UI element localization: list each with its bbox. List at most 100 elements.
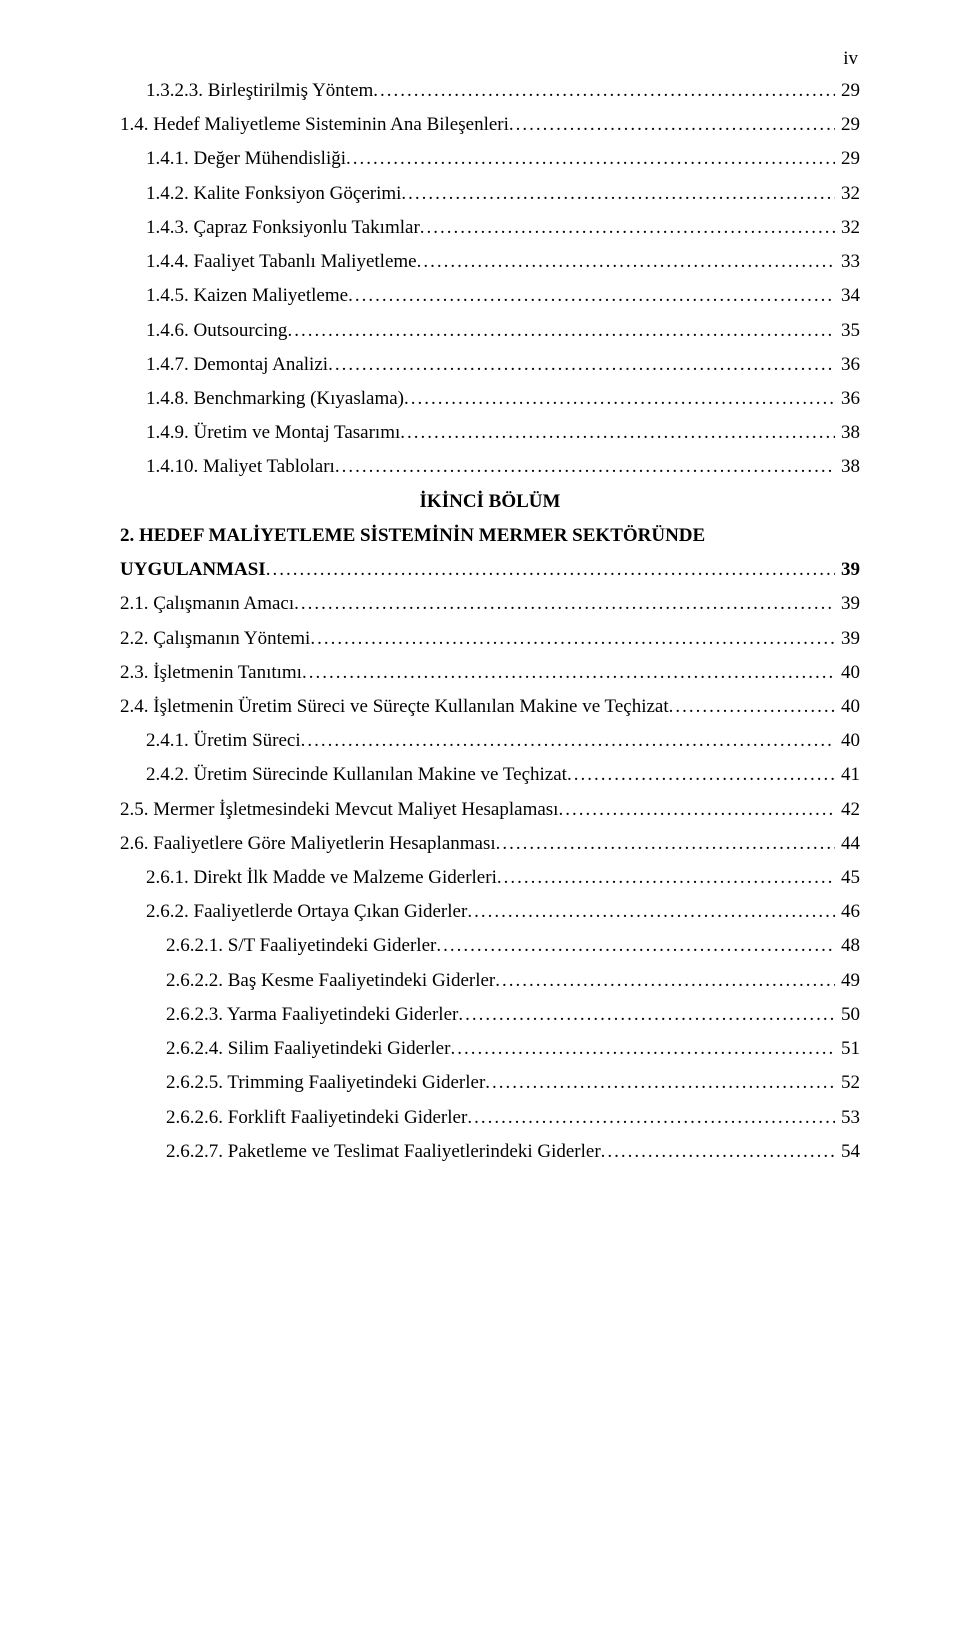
- toc-page: 40: [835, 694, 860, 720]
- toc-leader: [496, 831, 835, 857]
- toc-entry: 1.3.2.3. Birleştirilmiş Yöntem 29: [120, 78, 860, 104]
- toc-leader: [467, 899, 835, 925]
- toc-label: 1.4.7. Demontaj Analizi: [146, 352, 328, 378]
- toc-entry: 1.4.2. Kalite Fonksiyon Göçerimi 32: [120, 181, 860, 207]
- toc-entry: 2.6. Faaliyetlere Göre Maliyetlerin Hesa…: [120, 831, 860, 857]
- toc-leader: [287, 318, 835, 344]
- toc-label: 1.4.2. Kalite Fonksiyon Göçerimi: [146, 181, 401, 207]
- toc-entry: 1.4.9. Üretim ve Montaj Tasarımı 38: [120, 420, 860, 446]
- toc-leader: [404, 386, 835, 412]
- toc-entry: 2.2. Çalışmanın Yöntemi 39: [120, 626, 860, 652]
- toc-leader: [401, 181, 835, 207]
- toc-leader: [266, 557, 835, 583]
- toc-label: 1.3.2.3. Birleştirilmiş Yöntem: [146, 78, 373, 104]
- toc-page: 50: [835, 1002, 860, 1028]
- toc-label: 2.5. Mermer İşletmesindeki Mevcut Maliye…: [120, 797, 558, 823]
- toc-entry: 2.4.1. Üretim Süreci 40: [120, 728, 860, 754]
- toc-entry: 2.6.1. Direkt İlk Madde ve Malzeme Gider…: [120, 865, 860, 891]
- toc-label: 1.4.1. Değer Mühendisliği: [146, 146, 346, 172]
- toc-page: 38: [835, 420, 860, 446]
- toc-entry: 2.6.2.4. Silim Faaliyetindeki Giderler 5…: [120, 1036, 860, 1062]
- toc-label: 2.4.1. Üretim Süreci: [146, 728, 301, 754]
- toc-leader: [294, 591, 835, 617]
- toc-page: 33: [835, 249, 860, 275]
- toc-label: 2.6.1. Direkt İlk Madde ve Malzeme Gider…: [146, 865, 497, 891]
- toc-page: 44: [835, 831, 860, 857]
- toc-leader: [467, 1105, 835, 1131]
- toc-leader: [485, 1070, 835, 1096]
- toc-label: 1.4.10. Maliyet Tabloları: [146, 454, 335, 480]
- toc-page: 53: [835, 1105, 860, 1131]
- toc-leader: [335, 454, 835, 480]
- toc-entry: 1.4. Hedef Maliyetleme Sisteminin Ana Bi…: [120, 112, 860, 138]
- toc-page: 34: [835, 283, 860, 309]
- toc-page: 39: [835, 591, 860, 617]
- toc-entry: 1.4.3. Çapraz Fonksiyonlu Takımlar 32: [120, 215, 860, 241]
- toc-page: 46: [835, 899, 860, 925]
- toc-leader: [669, 694, 835, 720]
- toc-page: 40: [835, 660, 860, 686]
- toc-label: 1.4.4. Faaliyet Tabanlı Maliyetleme: [146, 249, 417, 275]
- toc-page: 29: [835, 78, 860, 104]
- toc-entry: 1.4.7. Demontaj Analizi 36: [120, 352, 860, 378]
- toc-page: 48: [835, 933, 860, 959]
- toc-page: 29: [835, 112, 860, 138]
- toc-leader: [495, 968, 835, 994]
- toc-page: 32: [835, 181, 860, 207]
- toc-page: 32: [835, 215, 860, 241]
- toc-entry: 2.4. İşletmenin Üretim Süreci ve Süreçte…: [120, 694, 860, 720]
- toc-label: 1.4.6. Outsourcing: [146, 318, 287, 344]
- toc-entry: 1.4.1. Değer Mühendisliği 29: [120, 146, 860, 172]
- toc-label-cont: UYGULANMASI: [120, 557, 266, 583]
- toc-entry: 1.4.4. Faaliyet Tabanlı Maliyetleme 33: [120, 249, 860, 275]
- toc-label: 2.6. Faaliyetlere Göre Maliyetlerin Hesa…: [120, 831, 496, 857]
- toc-leader: [497, 865, 835, 891]
- toc-label: 1.4.3. Çapraz Fonksiyonlu Takımlar: [146, 215, 420, 241]
- toc-entry: 1.4.10. Maliyet Tabloları 38: [120, 454, 860, 480]
- toc-page: 45: [835, 865, 860, 891]
- toc-leader: [346, 146, 835, 172]
- toc-label: 2. HEDEF MALİYETLEME SİSTEMİNİN MERMER S…: [120, 523, 705, 549]
- toc-label: 1.4.5. Kaizen Maliyetleme: [146, 283, 348, 309]
- toc-entry: 1.4.6. Outsourcing 35: [120, 318, 860, 344]
- table-of-contents: 1.3.2.3. Birleştirilmiş Yöntem 29 1.4. H…: [120, 78, 860, 1165]
- toc-label: 2.6.2. Faaliyetlerde Ortaya Çıkan Giderl…: [146, 899, 467, 925]
- toc-page: 39: [835, 626, 860, 652]
- toc-entry-chapter: 2. HEDEF MALİYETLEME SİSTEMİNİN MERMER S…: [120, 523, 860, 583]
- toc-page: 39: [835, 557, 860, 583]
- toc-label: 2.4.2. Üretim Sürecinde Kullanılan Makin…: [146, 762, 567, 788]
- toc-page: 41: [835, 762, 860, 788]
- toc-entry: 2.6.2.5. Trimming Faaliyetindeki Giderle…: [120, 1070, 860, 1096]
- toc-label: 2.6.2.7. Paketleme ve Teslimat Faaliyetl…: [166, 1139, 601, 1165]
- page-number: iv: [843, 48, 858, 70]
- toc-page: 42: [835, 797, 860, 823]
- toc-leader: [310, 626, 835, 652]
- toc-page: 36: [835, 352, 860, 378]
- toc-leader: [348, 283, 835, 309]
- toc-entry: 2.6.2.7. Paketleme ve Teslimat Faaliyetl…: [120, 1139, 860, 1165]
- toc-leader: [417, 249, 835, 275]
- toc-label: 2.4. İşletmenin Üretim Süreci ve Süreçte…: [120, 694, 669, 720]
- toc-entry: 1.4.5. Kaizen Maliyetleme 34: [120, 283, 860, 309]
- toc-entry: 2.6.2.1. S/T Faaliyetindeki Giderler 48: [120, 933, 860, 959]
- toc-page: 54: [835, 1139, 860, 1165]
- toc-entry: 2.6.2.3. Yarma Faaliyetindeki Giderler 5…: [120, 1002, 860, 1028]
- toc-label: 2.3. İşletmenin Tanıtımı: [120, 660, 302, 686]
- toc-label: 2.2. Çalışmanın Yöntemi: [120, 626, 310, 652]
- toc-leader: [420, 215, 835, 241]
- toc-leader: [436, 933, 835, 959]
- toc-leader: [373, 78, 835, 104]
- toc-leader: [458, 1002, 835, 1028]
- toc-label: 1.4. Hedef Maliyetleme Sisteminin Ana Bi…: [120, 112, 509, 138]
- toc-page: 49: [835, 968, 860, 994]
- toc-label: 1.4.8. Benchmarking (Kıyaslama): [146, 386, 404, 412]
- toc-entry: 2.3. İşletmenin Tanıtımı 40: [120, 660, 860, 686]
- toc-leader: [509, 112, 835, 138]
- toc-label: 2.6.2.6. Forklift Faaliyetindeki Giderle…: [166, 1105, 467, 1131]
- toc-entry: 2.6.2.2. Baş Kesme Faaliyetindeki Giderl…: [120, 968, 860, 994]
- document-page: iv 1.3.2.3. Birleştirilmiş Yöntem 29 1.4…: [0, 0, 960, 1639]
- toc-leader: [302, 660, 835, 686]
- toc-label: 2.6.2.1. S/T Faaliyetindeki Giderler: [166, 933, 436, 959]
- toc-label: 2.6.2.2. Baş Kesme Faaliyetindeki Giderl…: [166, 968, 495, 994]
- toc-leader: [601, 1139, 835, 1165]
